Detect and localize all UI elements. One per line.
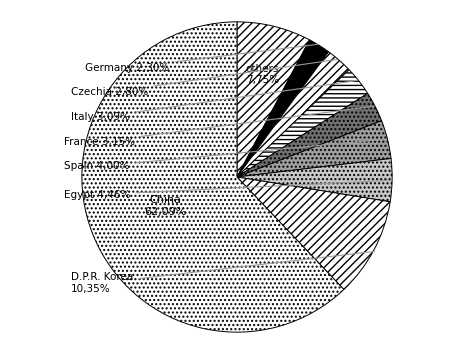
Text: Czechia 2,80%: Czechia 2,80% [71,59,337,97]
Wedge shape [237,40,328,177]
Wedge shape [237,70,368,177]
Text: China
62,09%: China 62,09% [144,195,186,217]
Wedge shape [237,52,349,177]
Wedge shape [237,22,310,177]
Text: Spain 4,00%: Spain 4,00% [64,139,386,171]
Text: Italy 3,09%: Italy 3,09% [71,80,357,122]
Wedge shape [82,22,344,332]
Wedge shape [237,121,391,177]
Text: France 3,15%: France 3,15% [64,106,374,147]
Wedge shape [237,159,392,202]
Wedge shape [237,177,390,290]
Text: others
7,75%: others 7,75% [246,63,279,85]
Text: Germany 2,30%: Germany 2,30% [85,44,318,73]
Text: D.P.R. Korea
10,35%: D.P.R. Korea 10,35% [71,251,374,293]
Wedge shape [237,93,382,177]
Text: Egypt 4,46%: Egypt 4,46% [64,180,391,200]
